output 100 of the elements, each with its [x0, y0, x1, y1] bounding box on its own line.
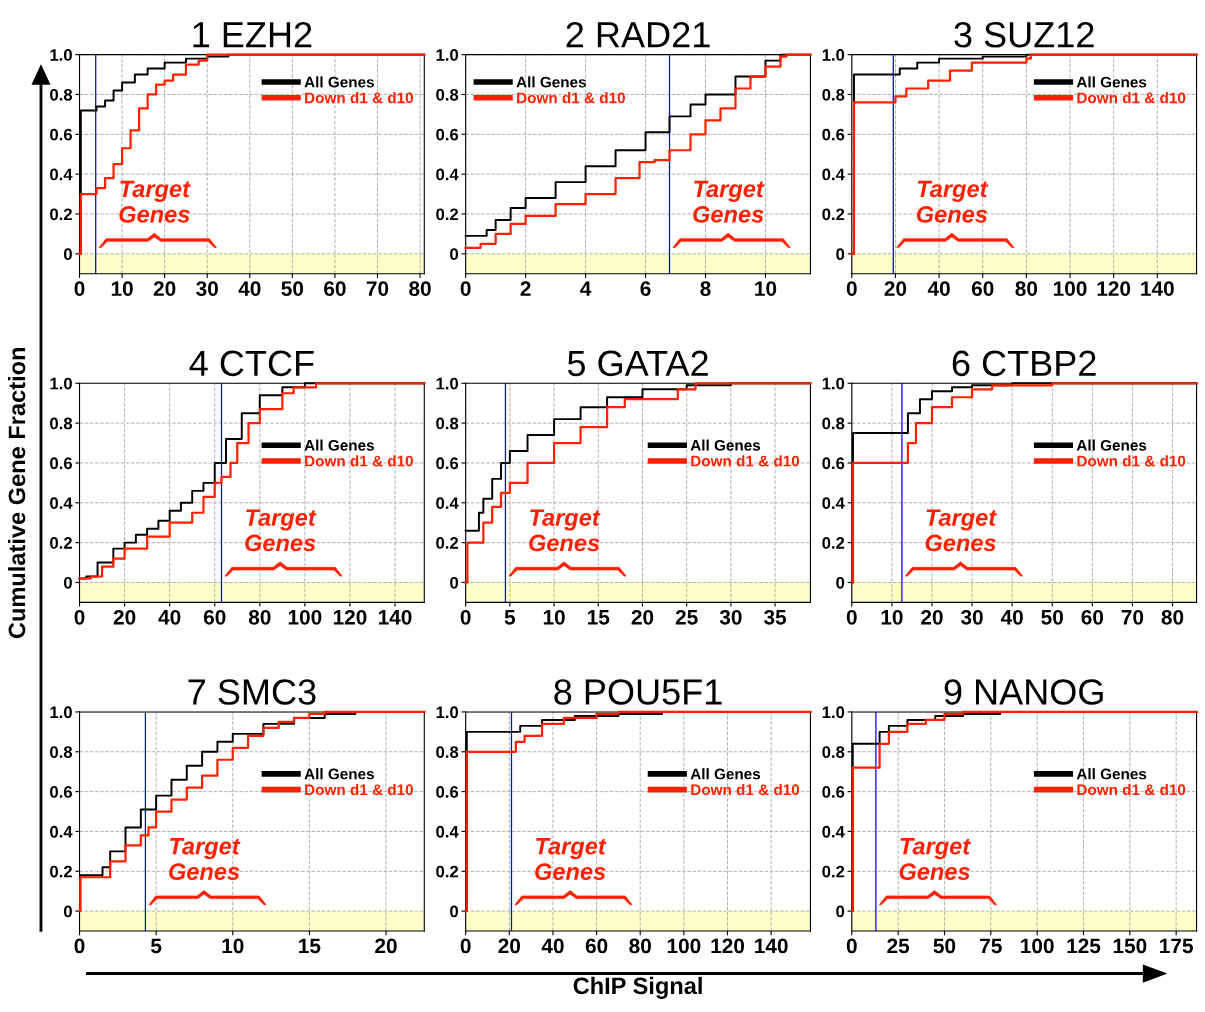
y-tick-label: 0.8 [822, 746, 845, 758]
y-tick-label: 0.6 [436, 457, 459, 470]
x-tick-label: 80 [1161, 609, 1184, 625]
y-tick-label: 0.8 [436, 417, 459, 430]
x-tick-label: 140 [755, 938, 788, 954]
x-tick-label: 120 [1097, 281, 1131, 296]
y-tick-label: 0 [63, 248, 72, 261]
y-axis-title: Cumulative Gene Fraction [7, 348, 26, 639]
x-tick-label: 80 [629, 938, 651, 954]
x-tick-label: 70 [1121, 609, 1144, 625]
x-tick-label: 0 [846, 281, 857, 296]
x-tick-label: 20 [498, 938, 521, 954]
x-tick-label: 0 [74, 281, 85, 296]
x-tick-label: 10 [881, 609, 903, 625]
x-tick-label: 0 [846, 609, 857, 625]
x-tick-label: 0 [74, 938, 85, 954]
y-tick-label: 0.4 [822, 825, 845, 838]
x-tick-label: 25 [675, 609, 698, 625]
y-tick-label: 0.8 [50, 88, 73, 101]
legend-label: Down d1 & d10 [305, 455, 413, 467]
x-tick-label: 30 [960, 609, 983, 625]
y-tick-label: 0.2 [822, 865, 845, 878]
y-tick-label: 1.0 [436, 706, 459, 719]
x-tick-label: 0 [460, 938, 471, 954]
y-tick-label: 0.4 [50, 168, 73, 181]
x-tick-label: 100 [1053, 281, 1087, 296]
x-tick-label: 8 [700, 281, 711, 296]
annotation: Target Genes [169, 838, 241, 880]
x-tick-label: 40 [541, 938, 564, 954]
chart-title: 4 CTCF [189, 350, 314, 377]
y-tick-label: 0.8 [50, 746, 73, 758]
y-tick-label: 0 [836, 576, 845, 589]
legend-label: Down d1 & d10 [305, 92, 413, 104]
legend-label: Down d1 & d10 [517, 92, 625, 104]
y-tick-label: 0.6 [50, 457, 72, 470]
y-tick-label: 1.0 [436, 49, 459, 61]
legend-label: Down d1 & d10 [1077, 92, 1186, 104]
x-tick-label: 10 [543, 609, 565, 625]
x-tick-label: 35 [763, 609, 787, 625]
y-tick-label: 1.0 [50, 49, 72, 61]
legend-label: All Genes [1076, 439, 1147, 451]
y-tick-label: 0.4 [822, 497, 845, 510]
chart-title: 2 RAD21 [566, 21, 710, 48]
y-tick-label: 0.4 [436, 497, 459, 510]
y-tick-label: 0.8 [436, 746, 459, 758]
x-tick-label: 80 [248, 609, 271, 625]
chart-title: 9 NANOG [944, 679, 1103, 705]
y-tick-label: 0 [836, 905, 845, 918]
chart-title: 6 CTBP2 [952, 350, 1096, 377]
y-tick-label: 0.4 [50, 825, 73, 838]
x-tick-label: 80 [1015, 281, 1038, 296]
x-tick-label: 40 [927, 281, 950, 296]
y-tick-label: 0.2 [50, 537, 72, 549]
y-tick-label: 0.6 [822, 128, 845, 141]
annotation: Target Genes [916, 180, 989, 223]
x-tick-label: 120 [333, 609, 367, 625]
x-tick-label: 10 [111, 281, 133, 296]
y-tick-label: 1.0 [436, 377, 459, 390]
x-tick-label: 40 [158, 609, 181, 625]
x-tick-label: 30 [719, 609, 742, 625]
x-tick-label: 50 [933, 938, 956, 954]
x-tick-label: 10 [222, 938, 244, 954]
y-tick-label: 0.8 [822, 88, 845, 101]
x-tick-label: 25 [887, 938, 910, 954]
x-tick-label: 40 [238, 281, 261, 296]
legend-label: Down d1 & d10 [1077, 783, 1186, 796]
x-tick-label: 20 [884, 281, 907, 296]
annotation: Target Genes [245, 509, 317, 552]
legend-label: All Genes [1076, 76, 1147, 88]
x-tick-label: 100 [288, 609, 322, 625]
y-tick-label: 0.8 [50, 417, 73, 430]
x-tick-label: 5 [150, 938, 162, 954]
x-tick-label: 120 [711, 938, 745, 954]
x-tick-label: 20 [921, 609, 943, 625]
y-tick-label: 0 [450, 576, 459, 589]
x-tick-label: 2 [520, 281, 531, 296]
x-tick-label: 140 [1141, 281, 1174, 296]
chart-title: 5 GATA2 [567, 350, 708, 377]
y-tick-label: 0 [450, 248, 459, 261]
y-tick-label: 0.4 [50, 497, 73, 510]
y-tick-label: 1.0 [822, 377, 845, 390]
y-tick-label: 0 [450, 905, 459, 918]
y-tick-label: 0.2 [436, 208, 459, 221]
y-tick-label: 0.4 [436, 825, 459, 838]
y-tick-label: 0.6 [822, 786, 845, 798]
x-tick-label: 50 [281, 281, 304, 296]
x-tick-label: 20 [153, 281, 176, 296]
y-tick-label: 0.6 [436, 128, 459, 141]
x-tick-label: 75 [980, 938, 1002, 954]
legend-label: Down d1 & d10 [305, 783, 413, 796]
x-tick-label: 30 [196, 281, 218, 297]
x-axis-title: ChIP Signal [573, 976, 702, 999]
x-tick-label: 150 [1113, 938, 1147, 954]
chart-title: 3 SUZ12 [954, 21, 1094, 48]
annotation: Target Genes [693, 180, 765, 223]
x-tick-label: 0 [460, 281, 471, 296]
y-tick-label: 0.2 [50, 865, 72, 878]
chart-title: 8 POU5F1 [554, 679, 722, 705]
x-tick-label: 50 [1041, 609, 1063, 625]
x-tick-label: 100 [667, 938, 701, 954]
